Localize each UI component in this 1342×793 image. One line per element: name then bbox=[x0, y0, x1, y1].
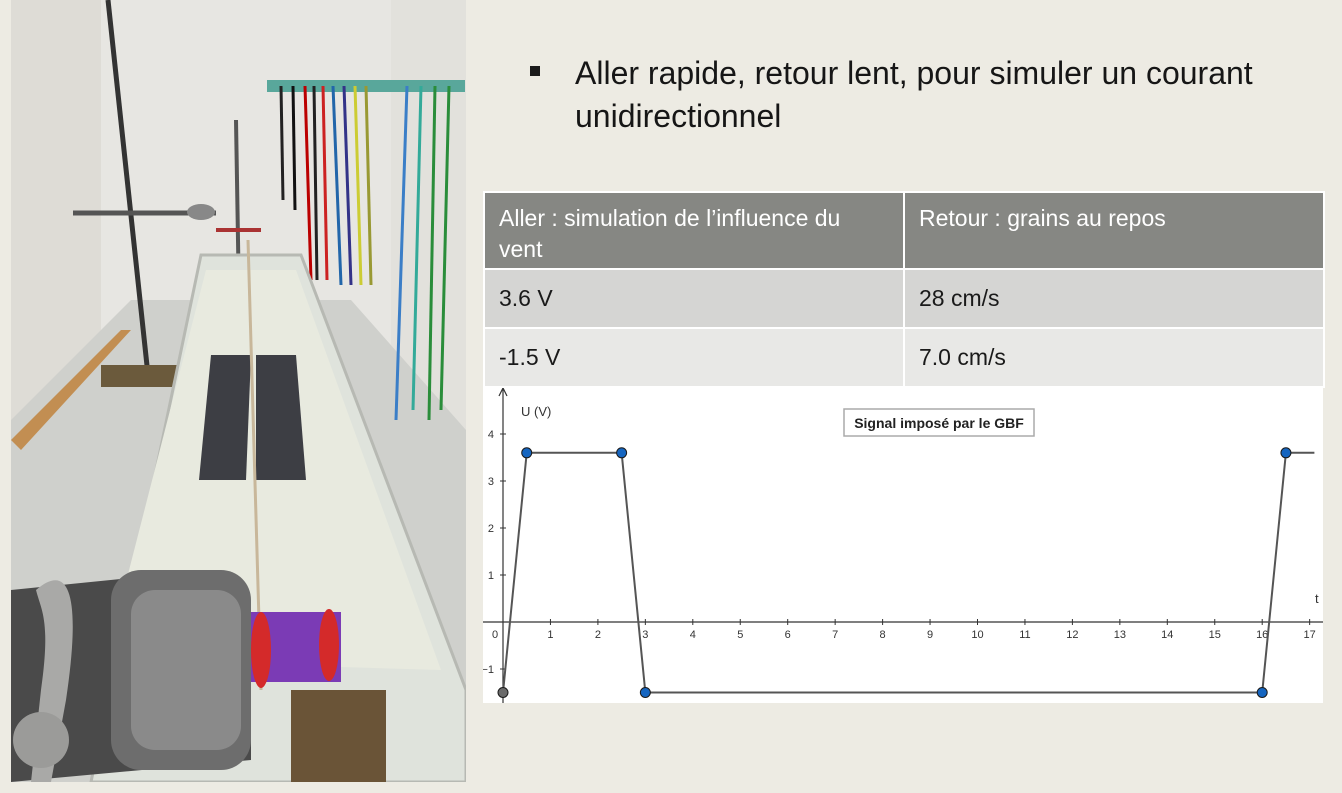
y-axis-arrow bbox=[498, 386, 508, 397]
table-cell: 3.6 V bbox=[483, 268, 905, 329]
data-point bbox=[616, 447, 628, 459]
x-tick-label: 16 bbox=[1256, 629, 1268, 641]
data-point bbox=[1256, 687, 1268, 698]
table-header-aller: Aller : simulation de l’influence du ven… bbox=[483, 191, 905, 270]
x-tick-label: 3 bbox=[642, 629, 648, 641]
experimental-setup-photo bbox=[11, 0, 466, 782]
y-tick-label: 1 bbox=[488, 570, 494, 582]
table-header-row: Aller : simulation de l’influence du ven… bbox=[483, 191, 1325, 270]
bullet-text: Aller rapide, retour lent, pour simuler … bbox=[575, 55, 1253, 134]
bullet-square-icon bbox=[530, 66, 540, 76]
x-tick-label: 10 bbox=[971, 629, 983, 641]
data-point bbox=[1280, 447, 1292, 459]
data-point bbox=[521, 447, 533, 459]
y-axis-label: U (V) bbox=[521, 404, 551, 419]
x-tick-label: 5 bbox=[737, 629, 743, 641]
x-tick-label: 14 bbox=[1161, 629, 1173, 641]
setup-illustration bbox=[11, 0, 466, 782]
y-tick-label: 2 bbox=[488, 523, 494, 535]
table-cell: 28 cm/s bbox=[903, 268, 1325, 329]
speed-table: Aller : simulation de l’influence du ven… bbox=[483, 191, 1325, 388]
table-row: 3.6 V 28 cm/s bbox=[483, 268, 1325, 329]
x-tick-label: 13 bbox=[1114, 629, 1126, 641]
x-tick-label: 4 bbox=[690, 629, 696, 641]
signal-line bbox=[502, 451, 1315, 694]
x-tick-label: 9 bbox=[927, 629, 933, 641]
x-tick-label: 6 bbox=[785, 629, 791, 641]
x-axis-label: t bbox=[1315, 591, 1319, 606]
chart-title: Signal imposé par le GBF bbox=[854, 415, 1024, 431]
chart-title-box bbox=[843, 408, 1035, 437]
x-tick-label: 0 bbox=[492, 629, 498, 641]
x-tick-label: 12 bbox=[1066, 629, 1078, 641]
table-row: -1.5 V 7.0 cm/s bbox=[483, 327, 1325, 388]
x-tick-label: 15 bbox=[1209, 629, 1221, 641]
y-tick-label: −1 bbox=[483, 664, 494, 676]
x-tick-label: 7 bbox=[832, 629, 838, 641]
signal-chart: 0 1 2 3 4 5 6 7 8 9 10 11 12 13 14 15 16 17 4 3 2 1 −1 U (V) t… bbox=[481, 386, 1323, 703]
y-tick-label: 4 bbox=[488, 429, 494, 441]
x-tick-label: 11 bbox=[1019, 629, 1030, 641]
data-point bbox=[497, 687, 509, 698]
data-point bbox=[639, 687, 651, 698]
table-header-retour: Retour : grains au repos bbox=[903, 191, 1325, 270]
x-tick-label: 17 bbox=[1304, 629, 1316, 641]
table-cell: 7.0 cm/s bbox=[903, 327, 1325, 388]
x-tick-label: 1 bbox=[547, 629, 553, 641]
y-tick-label: 3 bbox=[488, 476, 494, 488]
x-tick-label: 2 bbox=[595, 629, 601, 641]
x-tick-label: 8 bbox=[880, 629, 886, 641]
table-cell: -1.5 V bbox=[483, 327, 905, 388]
bullet-point: Aller rapide, retour lent, pour simuler … bbox=[530, 52, 1330, 138]
